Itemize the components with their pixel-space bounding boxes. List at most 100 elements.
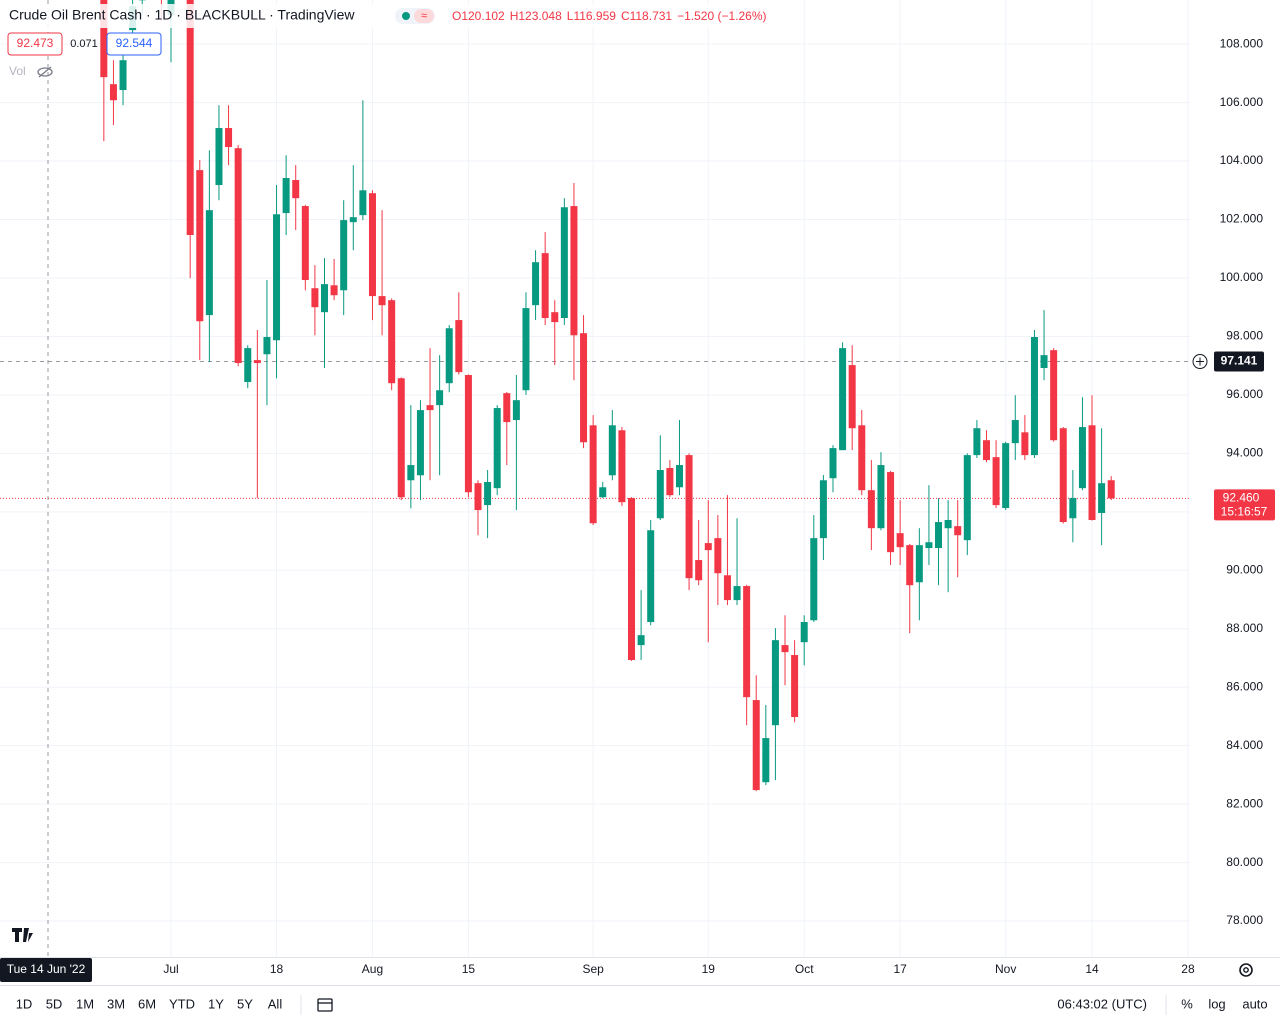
candle-body <box>666 467 674 496</box>
candle-body <box>963 455 971 541</box>
y-tick-label: 102.000 <box>1220 212 1264 226</box>
candle-body <box>532 262 540 306</box>
range-button[interactable]: All <box>268 996 283 1011</box>
crosshair-price: 97.141 <box>1221 354 1258 368</box>
range-button[interactable]: YTD <box>169 996 195 1011</box>
settings-icon[interactable] <box>1239 963 1253 977</box>
candle-body <box>368 193 376 297</box>
candle-body <box>1078 427 1086 489</box>
x-tick-label: 19 <box>702 962 716 976</box>
candle-body <box>1059 428 1067 523</box>
y-tick-label: 106.000 <box>1220 95 1264 109</box>
y-tick-label: 86.000 <box>1226 679 1263 693</box>
candle-body <box>589 425 597 524</box>
candle-body <box>982 440 990 461</box>
candle-body <box>436 390 444 406</box>
symbol-title[interactable]: Crude Oil Brent Cash · 1D · BLACKBULL · … <box>9 7 355 23</box>
candle-body <box>906 545 914 586</box>
candle-body <box>1040 355 1048 369</box>
candle-body <box>944 520 952 529</box>
candles <box>100 0 1115 791</box>
candle-body <box>992 457 1000 506</box>
candle-body <box>752 700 760 791</box>
clock[interactable]: 06:43:02 (UTC) <box>1057 996 1147 1011</box>
candle-body <box>637 635 645 646</box>
delay-badge <box>414 9 434 23</box>
candle-body <box>896 533 904 548</box>
candle-body <box>580 333 588 443</box>
percent-toggle[interactable]: % <box>1181 996 1193 1011</box>
candle-body <box>455 320 463 373</box>
candle-body <box>560 207 568 319</box>
candle-body <box>225 128 233 148</box>
x-tick-label: Aug <box>362 962 383 976</box>
header: Crude Oil Brent Cash · 1D · BLACKBULL · … <box>0 4 800 942</box>
delay-icon: ≈ <box>421 10 427 22</box>
tv-logo-shape <box>12 928 33 942</box>
candle-body <box>522 308 530 391</box>
y-tick-label: 98.000 <box>1226 329 1263 343</box>
candle-body <box>800 622 808 643</box>
auto-toggle[interactable]: auto <box>1242 996 1267 1011</box>
candle-body <box>100 0 108 78</box>
candle-body <box>349 217 357 223</box>
eye <box>37 67 53 77</box>
candle-body <box>301 206 309 281</box>
candle-body <box>743 586 751 698</box>
y-tick-label: 96.000 <box>1226 387 1263 401</box>
candle-body <box>388 300 396 384</box>
log-toggle[interactable]: log <box>1208 996 1225 1011</box>
candle-body <box>330 285 338 296</box>
x-tick-label: Jul <box>163 962 178 976</box>
calendar <box>317 998 333 1012</box>
candle-body <box>867 490 875 529</box>
candle-body <box>1011 420 1019 444</box>
buy-box[interactable] <box>106 32 162 56</box>
candle-body <box>445 328 453 384</box>
candle-body <box>273 214 281 341</box>
range-button[interactable]: 6M <box>138 996 156 1011</box>
candle-body <box>810 538 818 621</box>
candle-body <box>935 522 943 549</box>
candle-body <box>887 472 895 553</box>
gear-center <box>1243 967 1249 973</box>
candle-body <box>570 206 578 336</box>
candle-body <box>292 180 300 199</box>
header-ohlc: L116.959 <box>567 9 616 23</box>
candle-body <box>397 378 405 498</box>
candle-body <box>791 655 799 718</box>
y-tick-label: 90.000 <box>1226 562 1263 576</box>
candle-body <box>762 738 770 783</box>
range-button[interactable]: 5D <box>46 996 63 1011</box>
tv-logo <box>12 928 33 942</box>
candle-body <box>426 405 434 411</box>
date-range-icon[interactable] <box>317 998 333 1012</box>
y-tick-label: 108.000 <box>1220 36 1264 50</box>
candle-body <box>704 543 712 551</box>
candle-body <box>1030 337 1038 456</box>
gear <box>1239 963 1253 977</box>
candle-body <box>551 312 559 323</box>
spread: 0.071 <box>70 38 98 50</box>
candle-body <box>186 0 194 236</box>
y-tick-label: 82.000 <box>1226 796 1263 810</box>
candle-body <box>1021 432 1029 456</box>
sell-box[interactable] <box>7 32 63 56</box>
range-button[interactable]: 1D <box>16 996 33 1011</box>
candle-body <box>819 480 827 539</box>
hidden-eye-icon[interactable] <box>37 66 53 78</box>
y-tick-label: 84.000 <box>1226 738 1263 752</box>
x-tick-label: 28 <box>1181 962 1195 976</box>
candle-body <box>244 348 252 383</box>
candle-body <box>695 560 703 581</box>
range-button[interactable]: 1Y <box>208 996 224 1011</box>
candle-body <box>340 220 348 291</box>
range-button[interactable]: 1M <box>76 996 94 1011</box>
candle-body <box>196 170 204 322</box>
range-button[interactable]: 3M <box>107 996 125 1011</box>
crosshair-date: Tue 14 Jun '22 <box>7 962 86 976</box>
candle-body <box>464 375 472 493</box>
range-button[interactable]: 5Y <box>237 996 253 1011</box>
candle-body <box>263 337 271 355</box>
candle-body <box>599 487 607 498</box>
